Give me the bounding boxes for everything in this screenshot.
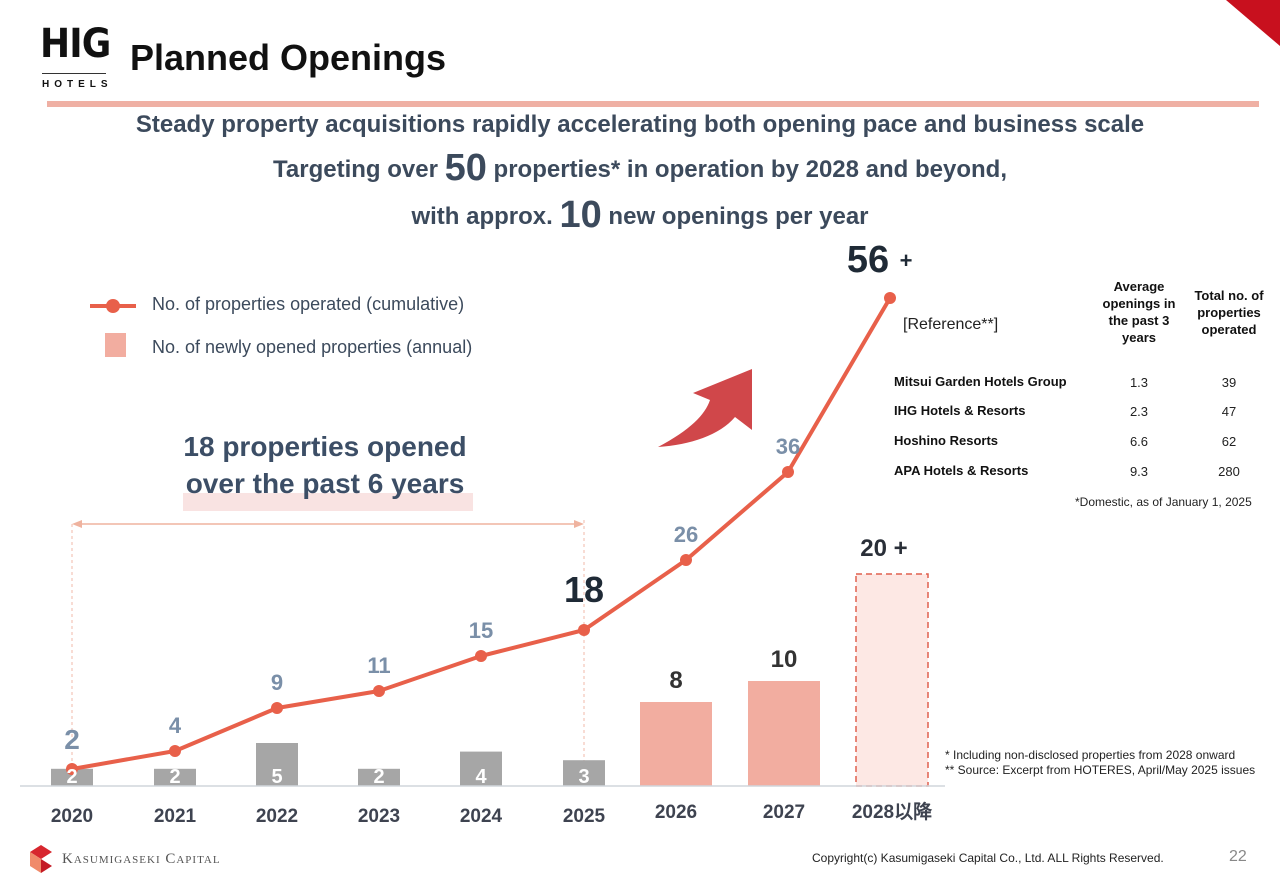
reference-row-total: 62 — [1221, 434, 1237, 449]
x-tick-2023: 2023 — [358, 806, 400, 827]
bar-2028以降 — [855, 573, 929, 787]
cumulative-label-2028以降: 56 — [847, 239, 889, 281]
callout-highlight — [183, 493, 473, 511]
reference-row-avg: 1.3 — [1129, 375, 1149, 390]
x-tick-2021: 2021 — [154, 806, 197, 827]
bar-label-2026: 8 — [669, 667, 682, 694]
bar-2020 — [51, 768, 93, 786]
reference-row-name: APA Hotels & Resorts — [894, 463, 1029, 478]
bar-label-2027: 10 — [771, 646, 798, 673]
x-tick-2020: 2020 — [51, 806, 93, 827]
bar-2022 — [256, 743, 298, 786]
x-tick-2024: 2024 — [460, 806, 503, 827]
cumulative-point-2020 — [66, 763, 78, 775]
reference-row-avg: 6.6 — [1129, 434, 1149, 449]
x-tick-2022: 2022 — [256, 806, 298, 827]
bar-label-2021: 2 — [169, 766, 180, 788]
cumulative-point-2026 — [680, 554, 692, 566]
brand-logo: HIG — [40, 21, 111, 67]
bar-label-2025: 3 — [578, 766, 589, 788]
cumulative-point-2024 — [475, 650, 487, 662]
legend-bar-icon — [105, 333, 126, 357]
reference-col-avg: Average openings in the past 3 years — [1102, 279, 1176, 345]
bar-2021 — [154, 768, 196, 786]
cumulative-label-2025: 18 — [564, 569, 604, 610]
copyright: Copyright(c) Kasumigaseki Capital Co., L… — [812, 851, 1164, 865]
x-tick-2026: 2026 — [655, 802, 697, 823]
reference-row-total: 280 — [1218, 464, 1240, 479]
cumulative-label-2026: 26 — [674, 522, 698, 547]
x-tick-2027: 2027 — [763, 802, 805, 823]
cumulative-point-2027 — [782, 466, 794, 478]
reference-row-avg: 9.3 — [1129, 464, 1149, 479]
bar-2024 — [460, 751, 502, 786]
legend-line-icon — [90, 299, 136, 313]
cumulative-point-2025 — [578, 624, 590, 636]
headline-text: properties* in operation by 2028 and bey… — [486, 156, 1007, 183]
cumulative-point-2021 — [169, 745, 181, 757]
callout-text: 18 properties opened over the past 6 yea… — [150, 428, 500, 502]
cumulative-point-2028以降 — [884, 292, 896, 304]
page-number: 22 — [1229, 848, 1247, 865]
corner-accent — [1226, 0, 1280, 46]
reference-title: [Reference**] — [903, 316, 999, 333]
cumulative-label-2021: 4 — [169, 713, 182, 738]
reference-row-avg: 2.3 — [1129, 404, 1149, 419]
reference-row-total: 39 — [1221, 375, 1237, 390]
headline-text: with approx. — [411, 203, 560, 230]
bar-label-2020: 2 — [66, 766, 77, 788]
logo-divider — [42, 73, 106, 74]
reference-row-total: 47 — [1221, 404, 1237, 419]
kasumigaseki-logo-icon — [30, 845, 52, 873]
cumulative-label-2020: 2 — [64, 724, 80, 755]
title-divider — [47, 101, 1259, 107]
legend-label-cumulative: No. of properties operated (cumulative) — [152, 294, 465, 314]
reference-col-total: Total no. of properties operated — [1194, 288, 1264, 337]
headline-line-2: Targeting over 50 properties* in operati… — [0, 147, 1280, 190]
bar-label-2022: 5 — [271, 766, 282, 788]
brand-logo-subtitle: HOTELS — [42, 79, 113, 90]
span-arrowhead-right — [574, 520, 584, 528]
cumulative-label-2024: 15 — [469, 618, 493, 643]
footnote-1: * Including non-disclosed properties fro… — [945, 748, 1236, 762]
callout-line-1: 18 properties opened — [183, 431, 467, 462]
callout-line-2: over the past 6 years — [185, 468, 465, 499]
bar-label-2024: 4 — [475, 766, 487, 788]
footer-brand: Kasumigaseki Capital — [62, 851, 221, 867]
x-tick-2028以降: 2028以降 — [852, 800, 933, 823]
reference-row-name: Mitsui Garden Hotels Group — [894, 374, 1067, 389]
x-tick-2025: 2025 — [563, 806, 606, 827]
cumulative-label-2023: 11 — [367, 653, 390, 678]
bar-2027 — [748, 681, 820, 786]
headline-line-1: Steady property acquisitions rapidly acc… — [135, 111, 1145, 138]
bar-label-2023: 2 — [373, 766, 384, 788]
bar-2023 — [358, 768, 400, 786]
span-arrowhead-left — [72, 520, 82, 528]
bar-2025 — [563, 760, 605, 786]
legend-label-annual: No. of newly opened properties (annual) — [152, 337, 473, 357]
bar-label-2028以降: 20 + — [860, 535, 907, 562]
reference-row-name: IHG Hotels & Resorts — [894, 403, 1026, 418]
headline-line-3: with approx. 10 new openings per year — [0, 194, 1280, 237]
cumulative-label-plus: + — [900, 248, 913, 273]
cumulative-point-2022 — [271, 702, 283, 714]
cumulative-label-2027: 36 — [776, 434, 800, 459]
page-title: Planned Openings — [130, 37, 447, 78]
reference-row-name: Hoshino Resorts — [894, 433, 999, 448]
bar-2026 — [640, 702, 712, 786]
headline-text: Targeting over — [273, 156, 445, 183]
headline-emphasis: 10 — [559, 194, 602, 236]
growth-arrow-icon — [658, 369, 752, 447]
footnote-2: ** Source: Excerpt from HOTERES, April/M… — [945, 763, 1256, 777]
headline-text: new openings per year — [601, 203, 869, 230]
reference-note: *Domestic, as of January 1, 2025 — [1075, 495, 1252, 509]
cumulative-label-2022: 9 — [271, 670, 283, 695]
cumulative-point-2023 — [373, 685, 385, 697]
headline-emphasis: 50 — [444, 147, 487, 189]
